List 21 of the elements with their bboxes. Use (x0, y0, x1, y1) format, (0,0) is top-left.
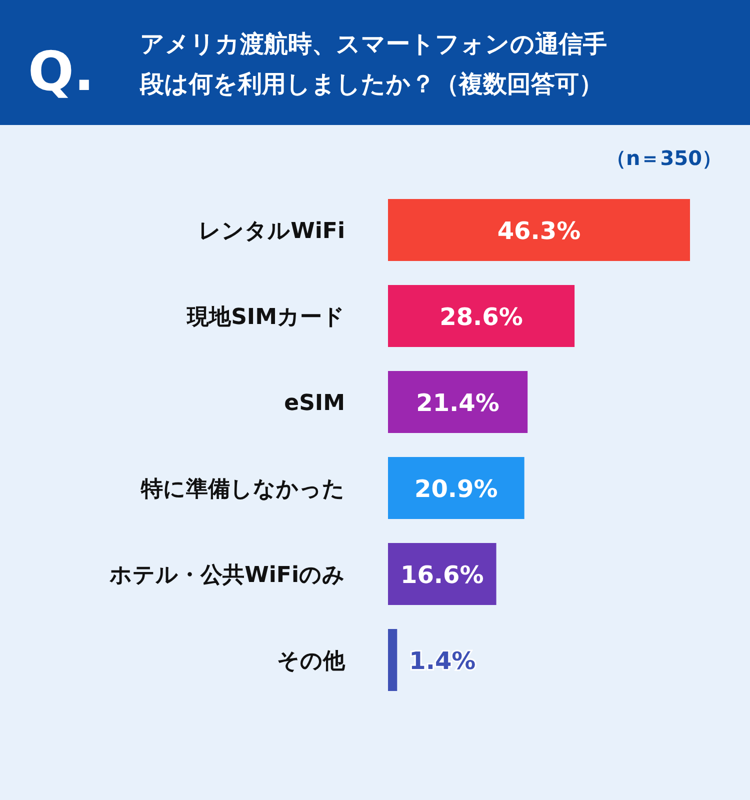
bar (388, 285, 575, 347)
y-tick-label: その他 (277, 649, 346, 674)
chart-subtitle: （n＝350） (606, 146, 722, 170)
y-tick-label: eSIM (284, 391, 345, 416)
bar (388, 199, 690, 261)
chart-title: アメリカ渡航時、スマートフォンの通信手段は何を利用しましたか？（複数回答可） (139, 30, 607, 98)
data-label: 28.6% (440, 303, 523, 331)
y-tick-label: 現地SIMカード (186, 305, 345, 330)
bar (388, 543, 496, 605)
data-label: 20.9% (414, 475, 498, 503)
bar (388, 457, 524, 519)
text: Q. (28, 40, 94, 103)
y-tick-label: ホテル・公共WiFiのみ (108, 563, 345, 588)
data-label: 1.4% (409, 647, 476, 675)
data-label: 16.6% (400, 561, 484, 589)
bar (388, 629, 398, 691)
data-label: 46.3% (497, 217, 581, 245)
bar (388, 371, 528, 433)
data-label: 21.4% (416, 389, 500, 417)
y-tick-label: レンタルWiFi (198, 219, 345, 244)
y-tick-label: 特に準備しなかった (140, 477, 345, 502)
